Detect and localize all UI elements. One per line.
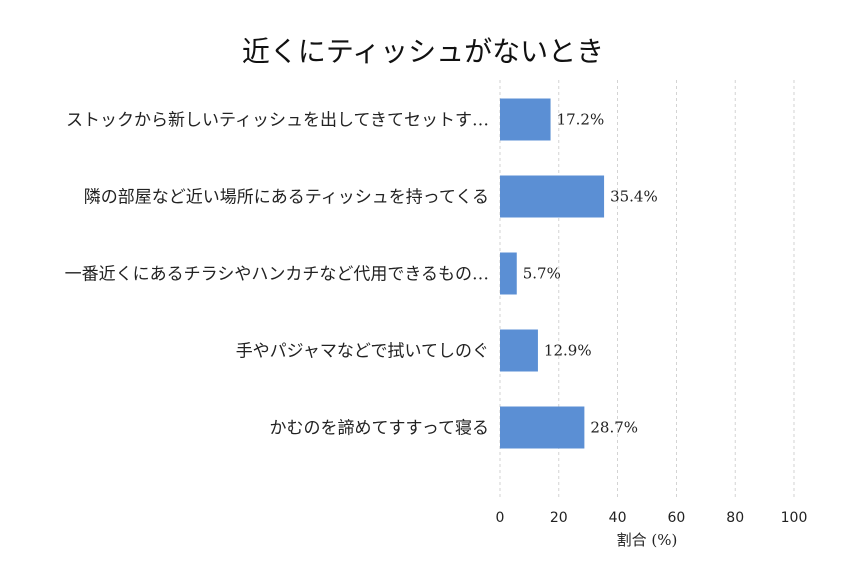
category-label: 手やパジャマなどで拭いてしのぐ [236, 342, 489, 362]
x-tick-label: 0 [496, 510, 505, 526]
bars [500, 98, 605, 449]
x-tick-label: 60 [667, 510, 685, 526]
bar [500, 175, 605, 218]
value-labels: 17.2% 35.4% 5.7% 12.9% 28.7% [523, 111, 658, 437]
x-tick-label: 80 [726, 510, 744, 526]
category-label: 隣の部屋など近い場所にあるティッシュを持ってくる [84, 188, 489, 208]
bar [500, 406, 585, 449]
category-label: 一番近くにあるチラシやハンカチなど代用できるもの… [65, 265, 489, 285]
category-labels: ストックから新しいティッシュを出してきてセットす… 隣の部屋など近い場所にあるティ… [65, 111, 489, 439]
category-label: ストックから新しいティッシュを出してきてセットす… [66, 111, 489, 131]
bar [500, 98, 551, 141]
value-label: 5.7% [523, 265, 561, 283]
bar [500, 252, 517, 295]
chart-title: 近くにティッシュがないとき [241, 35, 605, 68]
x-tick-label: 20 [550, 510, 568, 526]
value-label: 17.2% [557, 111, 605, 129]
x-tick-labels: 0 20 40 60 80 100 [496, 510, 808, 526]
value-label: 35.4% [610, 188, 658, 206]
value-label: 28.7% [590, 419, 638, 437]
bar [500, 329, 538, 372]
x-axis-title: 割合 (%) [617, 531, 678, 549]
x-tick-label: 100 [781, 510, 808, 526]
category-label: かむのを諦めてすすって寝る [270, 418, 489, 439]
x-tick-label: 40 [609, 510, 627, 526]
value-label: 12.9% [544, 342, 592, 360]
